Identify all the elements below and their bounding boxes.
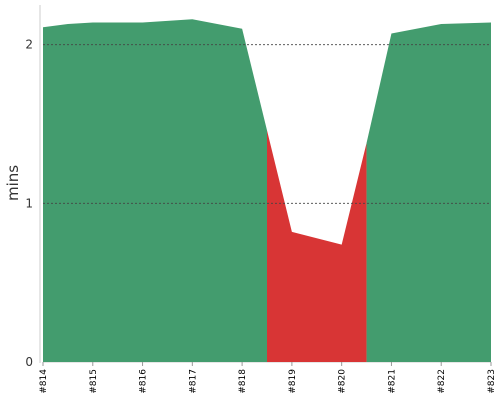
y-axis-label: mins	[4, 165, 22, 201]
axes	[39, 5, 491, 363]
x-tick-label: #822	[437, 369, 447, 394]
y-tick-label: 0	[25, 355, 33, 369]
x-ticks: #814 #815 #816 #817 #818 #819 #820 #821 #822 #823	[39, 362, 497, 394]
x-tick-label: #823	[487, 369, 497, 394]
x-tick-label: #816	[139, 369, 149, 394]
y-ticks: 0 1 2	[25, 38, 33, 369]
y-tick-label: 1	[25, 196, 33, 210]
y-tick-label: 2	[25, 38, 33, 52]
area-segment-fail-1	[267, 130, 367, 362]
x-tick-label: #817	[188, 369, 198, 394]
area-segment-ok-2	[366, 22, 491, 362]
x-tick-label: #814	[39, 369, 49, 394]
x-tick-label: #820	[338, 369, 348, 394]
x-tick-label: #819	[288, 369, 298, 394]
x-tick-label: #821	[387, 369, 397, 394]
x-tick-label: #815	[89, 369, 99, 394]
x-tick-label: #818	[238, 369, 248, 394]
plot-area	[43, 19, 491, 363]
grid-lines	[43, 44, 491, 204]
area-segment-ok-0	[43, 19, 267, 363]
